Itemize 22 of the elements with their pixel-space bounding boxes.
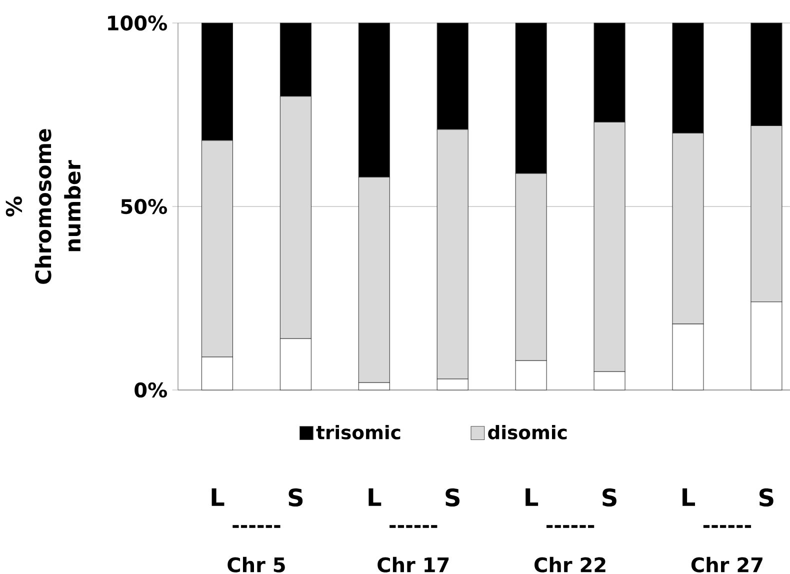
legend-label: trisomic xyxy=(316,424,400,440)
y-tick-label: 50% xyxy=(121,198,167,214)
text: Chr 5 xyxy=(228,556,285,572)
text: ------ xyxy=(232,525,280,528)
text: Chr 22 xyxy=(534,556,606,572)
x-tick-label: S xyxy=(602,488,616,507)
text: Chr 27 xyxy=(691,556,762,572)
text: Chr 17 xyxy=(378,556,449,572)
x-tick-label: S xyxy=(288,488,303,507)
legend-label: disomic xyxy=(488,424,567,440)
x-tick-label: S xyxy=(446,488,460,507)
x-tick-label: S xyxy=(760,488,774,507)
x-tick-label: L xyxy=(682,488,695,506)
text: ------ xyxy=(546,525,594,528)
text: ------ xyxy=(703,525,752,528)
y-axis-title: % Chromosome number xyxy=(6,129,81,284)
y-tick-label: 0% xyxy=(134,382,167,398)
text: ------ xyxy=(390,525,438,528)
x-tick-label: L xyxy=(368,488,382,506)
x-tick-label: L xyxy=(526,488,538,506)
x-tick-label: L xyxy=(212,488,224,506)
y-tick-label: 100% xyxy=(108,15,167,31)
